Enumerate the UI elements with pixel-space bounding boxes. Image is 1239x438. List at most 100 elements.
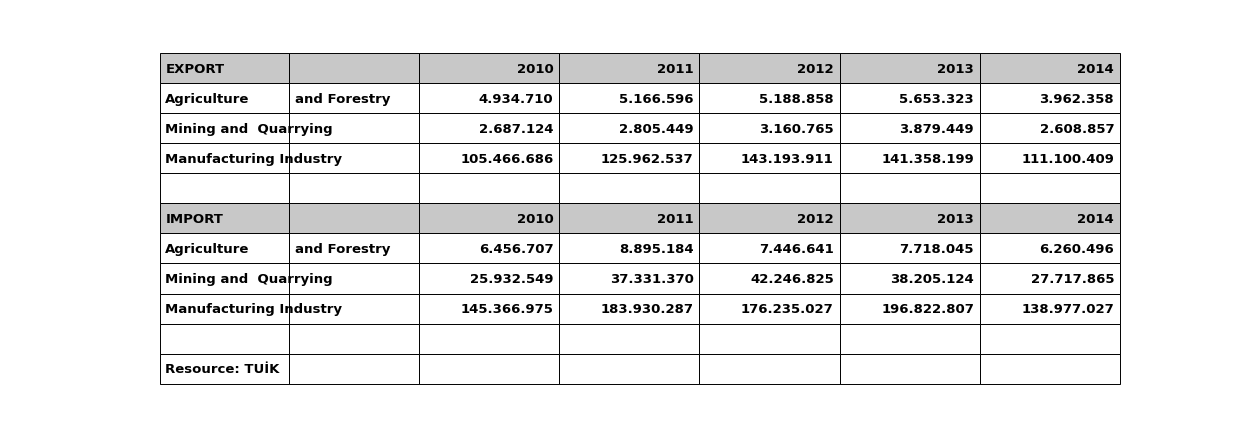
Text: 111.100.409: 111.100.409 xyxy=(1021,152,1114,166)
Bar xyxy=(980,144,1120,174)
Text: 2014: 2014 xyxy=(1078,63,1114,76)
Bar xyxy=(559,174,699,204)
Text: and Forestry: and Forestry xyxy=(295,93,390,106)
Bar xyxy=(559,294,699,324)
Bar xyxy=(840,174,980,204)
Bar xyxy=(699,324,840,354)
Text: 3.160.765: 3.160.765 xyxy=(760,123,834,136)
Text: Agriculture: Agriculture xyxy=(166,93,250,106)
Bar xyxy=(290,294,419,324)
Bar xyxy=(699,354,840,384)
Bar xyxy=(290,354,419,384)
Bar xyxy=(840,144,980,174)
Bar xyxy=(699,294,840,324)
Text: 8.895.184: 8.895.184 xyxy=(620,242,694,255)
Text: 38.205.124: 38.205.124 xyxy=(890,272,974,285)
Text: Resource: TUİK: Resource: TUİK xyxy=(166,362,280,375)
Text: 2013: 2013 xyxy=(937,63,974,76)
Bar xyxy=(419,144,559,174)
Text: 42.246.825: 42.246.825 xyxy=(750,272,834,285)
Text: 2010: 2010 xyxy=(517,212,554,226)
Text: 7.446.641: 7.446.641 xyxy=(760,242,834,255)
Bar xyxy=(980,324,1120,354)
Bar xyxy=(559,204,699,234)
Text: Agriculture: Agriculture xyxy=(166,242,250,255)
Bar xyxy=(980,264,1120,294)
Text: EXPORT: EXPORT xyxy=(166,63,224,76)
Bar xyxy=(840,324,980,354)
Bar xyxy=(419,294,559,324)
Bar xyxy=(840,264,980,294)
Bar xyxy=(699,264,840,294)
Bar xyxy=(980,294,1120,324)
Text: 5.166.596: 5.166.596 xyxy=(620,93,694,106)
Bar xyxy=(290,204,419,234)
Bar xyxy=(559,264,699,294)
Text: Manufacturing Industry: Manufacturing Industry xyxy=(166,152,342,166)
Bar xyxy=(160,234,290,264)
Bar xyxy=(419,84,559,114)
Bar xyxy=(559,234,699,264)
Bar xyxy=(419,114,559,144)
Bar xyxy=(699,54,840,84)
Text: 196.822.807: 196.822.807 xyxy=(881,302,974,315)
Bar xyxy=(419,174,559,204)
Bar xyxy=(980,354,1120,384)
Bar xyxy=(160,354,290,384)
Text: 2012: 2012 xyxy=(797,212,834,226)
Bar xyxy=(699,204,840,234)
Bar xyxy=(419,204,559,234)
Text: 183.930.287: 183.930.287 xyxy=(601,302,694,315)
Bar xyxy=(980,204,1120,234)
Text: IMPORT: IMPORT xyxy=(166,212,223,226)
Bar xyxy=(419,54,559,84)
Bar xyxy=(840,114,980,144)
Text: 6.260.496: 6.260.496 xyxy=(1040,242,1114,255)
Bar xyxy=(290,324,419,354)
Bar xyxy=(160,324,290,354)
Bar xyxy=(559,54,699,84)
Text: 125.962.537: 125.962.537 xyxy=(601,152,694,166)
Text: 7.718.045: 7.718.045 xyxy=(900,242,974,255)
Text: 2.608.857: 2.608.857 xyxy=(1040,123,1114,136)
Bar xyxy=(840,84,980,114)
Text: 5.188.858: 5.188.858 xyxy=(760,93,834,106)
Bar xyxy=(840,204,980,234)
Text: 5.653.323: 5.653.323 xyxy=(900,93,974,106)
Text: Manufacturing Industry: Manufacturing Industry xyxy=(166,302,342,315)
Text: 141.358.199: 141.358.199 xyxy=(881,152,974,166)
Bar xyxy=(160,294,290,324)
Bar xyxy=(160,264,290,294)
Bar xyxy=(980,174,1120,204)
Bar xyxy=(419,234,559,264)
Bar xyxy=(290,84,419,114)
Text: 25.932.549: 25.932.549 xyxy=(470,272,554,285)
Text: Mining and  Quarrying: Mining and Quarrying xyxy=(166,123,333,136)
Text: 2.805.449: 2.805.449 xyxy=(620,123,694,136)
Text: 3.962.358: 3.962.358 xyxy=(1040,93,1114,106)
Bar xyxy=(419,354,559,384)
Bar xyxy=(160,84,290,114)
Bar xyxy=(559,354,699,384)
Bar xyxy=(160,54,290,84)
Bar xyxy=(419,264,559,294)
Text: 2.687.124: 2.687.124 xyxy=(478,123,554,136)
Text: 27.717.865: 27.717.865 xyxy=(1031,272,1114,285)
Bar xyxy=(290,144,419,174)
Text: 138.977.027: 138.977.027 xyxy=(1021,302,1114,315)
Text: 143.193.911: 143.193.911 xyxy=(741,152,834,166)
Bar xyxy=(840,54,980,84)
Bar xyxy=(160,204,290,234)
Bar xyxy=(699,144,840,174)
Bar xyxy=(559,144,699,174)
Bar xyxy=(840,294,980,324)
Text: 176.235.027: 176.235.027 xyxy=(741,302,834,315)
Bar xyxy=(980,114,1120,144)
Bar xyxy=(290,114,419,144)
Bar xyxy=(980,84,1120,114)
Bar xyxy=(160,174,290,204)
Text: 2014: 2014 xyxy=(1078,212,1114,226)
Text: 3.879.449: 3.879.449 xyxy=(900,123,974,136)
Text: 145.366.975: 145.366.975 xyxy=(461,302,554,315)
Text: 2011: 2011 xyxy=(657,63,694,76)
